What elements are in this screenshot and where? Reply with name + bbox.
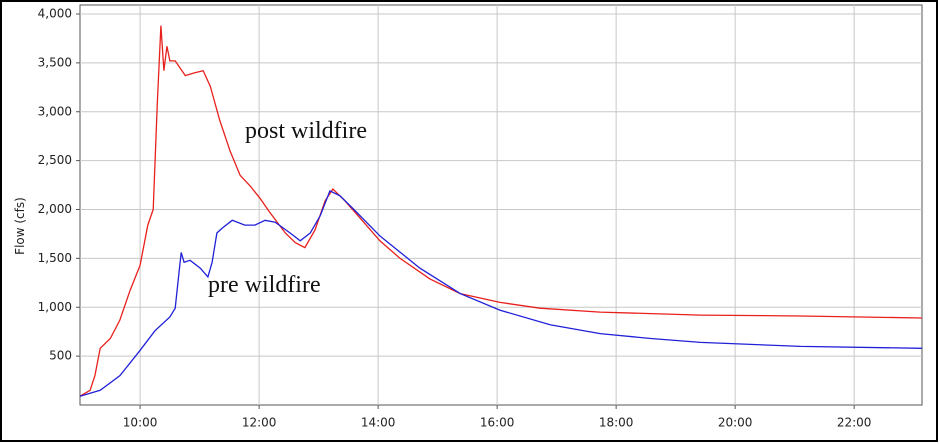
series-annotation: pre wildfire <box>208 272 321 298</box>
y-tick-label: 2,000 <box>38 202 72 216</box>
x-tick-label: 18:00 <box>599 416 634 430</box>
x-tick-label: 22:00 <box>837 416 872 430</box>
y-tick-label: 3,000 <box>38 104 72 118</box>
y-tick-label: 1,000 <box>38 300 72 314</box>
line <box>79 190 923 397</box>
y-tick-label: 2,500 <box>38 153 72 167</box>
x-tick-label: 10:00 <box>123 416 158 430</box>
y-axis-label: Flow (cfs) <box>13 197 27 255</box>
x-tick-label: 12:00 <box>242 416 277 430</box>
y-tick-label: 500 <box>49 349 72 363</box>
y-tick-label: 4,000 <box>38 7 72 21</box>
series-annotation: post wildfire <box>245 118 367 144</box>
x-tick-label: 20:00 <box>718 416 753 430</box>
plot-border <box>79 4 923 406</box>
line <box>79 25 923 397</box>
y-tick-label: 1,500 <box>38 251 72 265</box>
y-tick-label: 3,500 <box>38 55 72 69</box>
x-tick-label: 16:00 <box>480 416 515 430</box>
x-tick-label: 14:00 <box>361 416 396 430</box>
